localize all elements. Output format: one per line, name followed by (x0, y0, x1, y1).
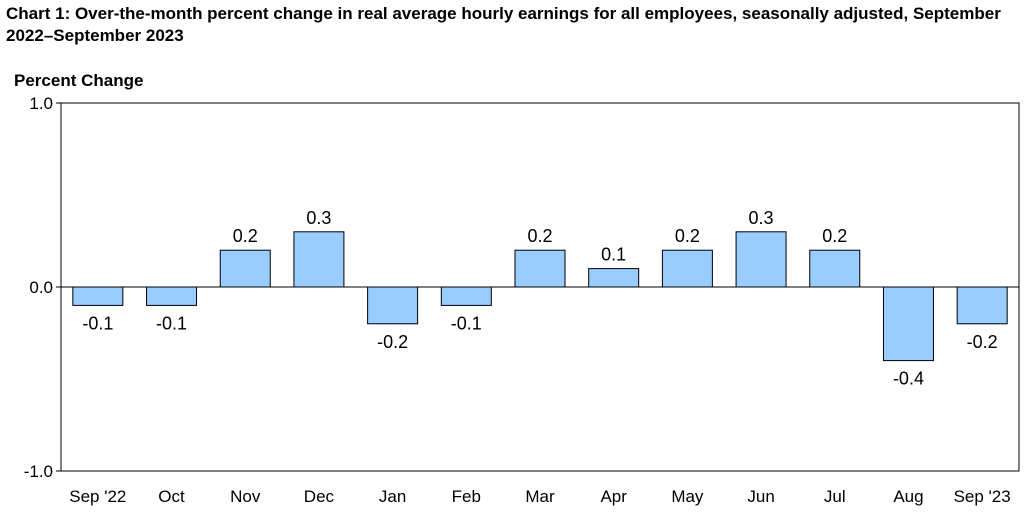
data-label: 0.2 (233, 226, 258, 246)
y-axis-ticks: 1.0 0.0 -1.0 (24, 94, 61, 481)
data-label: 0.2 (527, 226, 552, 246)
bar (882, 286, 934, 362)
bar (588, 268, 640, 288)
data-label: -0.2 (377, 332, 408, 352)
chart-title: Chart 1: Over-the-month percent change i… (6, 4, 1001, 45)
x-axis-ticks: Sep '22 Oct Nov Dec Jan Feb Mar Apr May Jun Jul Aug… (69, 487, 1010, 506)
data-label: 0.2 (675, 226, 700, 246)
data-label: -0.4 (893, 369, 924, 389)
data-label: 0.3 (749, 208, 774, 228)
x-tick-label: Feb (452, 487, 481, 506)
bar (293, 231, 345, 288)
data-label: 0.2 (822, 226, 847, 246)
x-tick-label: May (671, 487, 704, 506)
x-tick-label: Dec (304, 487, 335, 506)
data-label: -0.2 (967, 332, 998, 352)
x-tick-label: Apr (600, 487, 627, 506)
bar (72, 286, 124, 306)
bar (514, 249, 566, 288)
bar (146, 286, 198, 306)
bar (735, 231, 787, 288)
y-tick-label: -1.0 (24, 462, 53, 481)
x-tick-label: Sep '23 (954, 487, 1011, 506)
bar (219, 249, 271, 288)
data-label: 0.3 (306, 208, 331, 228)
x-tick-label: Jun (747, 487, 774, 506)
y-tick-label: 1.0 (29, 94, 53, 113)
x-tick-label: Sep '22 (69, 487, 126, 506)
bars-group (72, 231, 1008, 362)
x-tick-label: Jul (824, 487, 846, 506)
data-label: -0.1 (82, 313, 113, 333)
x-tick-label: Aug (893, 487, 923, 506)
data-labels-group: -0.1 -0.1 0.2 0.3 -0.2 -0.1 0.2 0.1 0.2 0.3 0.2 -0.… (82, 208, 997, 389)
x-tick-label: Oct (158, 487, 185, 506)
data-label: -0.1 (156, 313, 187, 333)
data-label: 0.1 (601, 245, 626, 265)
x-tick-label: Jan (379, 487, 406, 506)
data-label: -0.1 (451, 313, 482, 333)
y-axis-label: Percent Change (14, 71, 144, 90)
y-tick-label: 0.0 (29, 278, 53, 297)
bar (956, 286, 1008, 325)
x-tick-label: Nov (230, 487, 261, 506)
bar (367, 286, 419, 325)
x-tick-label: Mar (525, 487, 555, 506)
bar (440, 286, 492, 306)
bar (809, 249, 861, 288)
bar (661, 249, 713, 288)
